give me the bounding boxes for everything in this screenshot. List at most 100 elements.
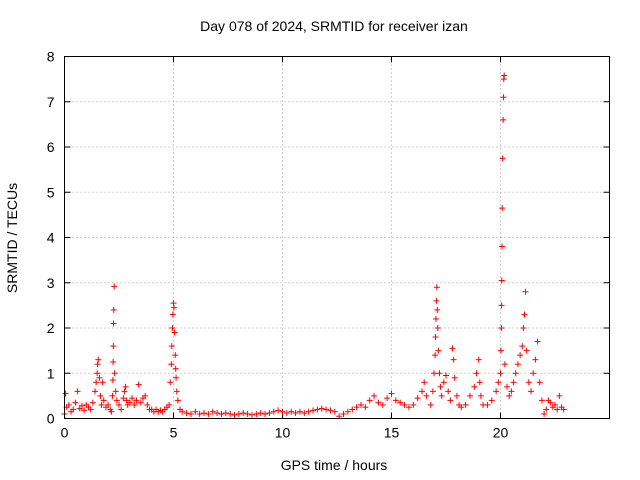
data-point (514, 361, 521, 368)
data-point (173, 374, 180, 381)
data-point (427, 401, 434, 408)
data-point (222, 410, 229, 417)
data-point (110, 320, 117, 327)
data-point (498, 302, 505, 309)
data-point (122, 383, 129, 390)
data-points (61, 72, 567, 420)
data-point (433, 284, 440, 291)
data-point (451, 374, 458, 381)
data-point (218, 410, 225, 417)
data-point (310, 407, 317, 414)
y-tick-label: 4 (47, 230, 55, 246)
data-point (504, 383, 511, 390)
data-point (244, 410, 251, 417)
data-point (497, 347, 504, 354)
data-point (99, 379, 106, 386)
data-point (262, 410, 269, 417)
data-point (419, 388, 426, 395)
data-point (484, 401, 491, 408)
data-point (506, 392, 513, 399)
data-point (349, 406, 356, 413)
data-point (497, 370, 504, 377)
data-point (447, 397, 454, 404)
data-point (431, 370, 438, 377)
data-point (131, 401, 138, 408)
data-point (437, 383, 444, 390)
data-point (314, 406, 321, 413)
data-point (433, 297, 440, 304)
data-point (170, 304, 177, 311)
data-point (384, 395, 391, 402)
data-point (111, 283, 118, 290)
y-tick-label: 2 (47, 320, 55, 336)
data-point (458, 404, 465, 411)
data-point (129, 395, 136, 402)
data-point (331, 408, 338, 415)
data-point (375, 399, 382, 406)
data-point (142, 392, 149, 399)
data-point (525, 379, 532, 386)
data-point (388, 390, 395, 397)
data-point (65, 401, 72, 408)
data-point (135, 381, 142, 388)
data-point (97, 392, 104, 399)
data-point (340, 410, 347, 417)
y-tick-label: 6 (47, 139, 55, 155)
data-point (500, 116, 507, 123)
data-point (81, 407, 88, 414)
y-axis-label: SRMTID / TECUs (4, 183, 20, 293)
data-point (231, 411, 238, 418)
data-point (405, 404, 412, 411)
data-point (528, 388, 535, 395)
x-tick-label: 10 (275, 425, 291, 441)
data-point (344, 408, 351, 415)
data-point (353, 404, 360, 411)
data-point (173, 388, 180, 395)
data-point (429, 388, 436, 395)
data-point (432, 334, 439, 341)
data-point (111, 370, 118, 377)
y-tick-label: 5 (47, 184, 55, 200)
data-point (93, 379, 100, 386)
data-point (133, 397, 140, 404)
data-point (357, 401, 364, 408)
data-point (179, 408, 186, 415)
data-point (144, 401, 151, 408)
data-point (192, 408, 199, 415)
x-tick-label: 5 (170, 425, 178, 441)
data-point (205, 410, 212, 417)
data-point (96, 374, 103, 381)
data-point (110, 306, 117, 313)
data-point (168, 343, 175, 350)
plot-frame (64, 56, 610, 419)
data-point (512, 370, 519, 377)
data-point (466, 392, 473, 399)
data-point (137, 399, 144, 406)
data-point (171, 329, 178, 336)
chart-title: Day 078 of 2024, SRMTID for receiver iza… (200, 18, 468, 34)
data-point (270, 408, 277, 415)
data-point (240, 410, 247, 417)
data-point (510, 379, 517, 386)
data-point (453, 392, 460, 399)
data-point (435, 347, 442, 354)
data-point (397, 399, 404, 406)
data-point (116, 401, 122, 408)
data-point (95, 356, 102, 363)
data-point (476, 379, 483, 386)
data-point (501, 72, 508, 79)
data-point (305, 408, 312, 415)
data-point (436, 370, 443, 377)
data-point (493, 388, 500, 395)
data-point (167, 379, 174, 386)
data-point (169, 311, 176, 318)
data-point (166, 401, 173, 408)
data-point (519, 343, 526, 350)
y-tick-label: 1 (47, 365, 55, 381)
data-point (235, 410, 242, 417)
data-point (187, 410, 194, 417)
data-point (296, 408, 303, 415)
data-point (248, 411, 255, 418)
data-point (196, 410, 203, 417)
x-tick-label: 15 (384, 425, 400, 441)
